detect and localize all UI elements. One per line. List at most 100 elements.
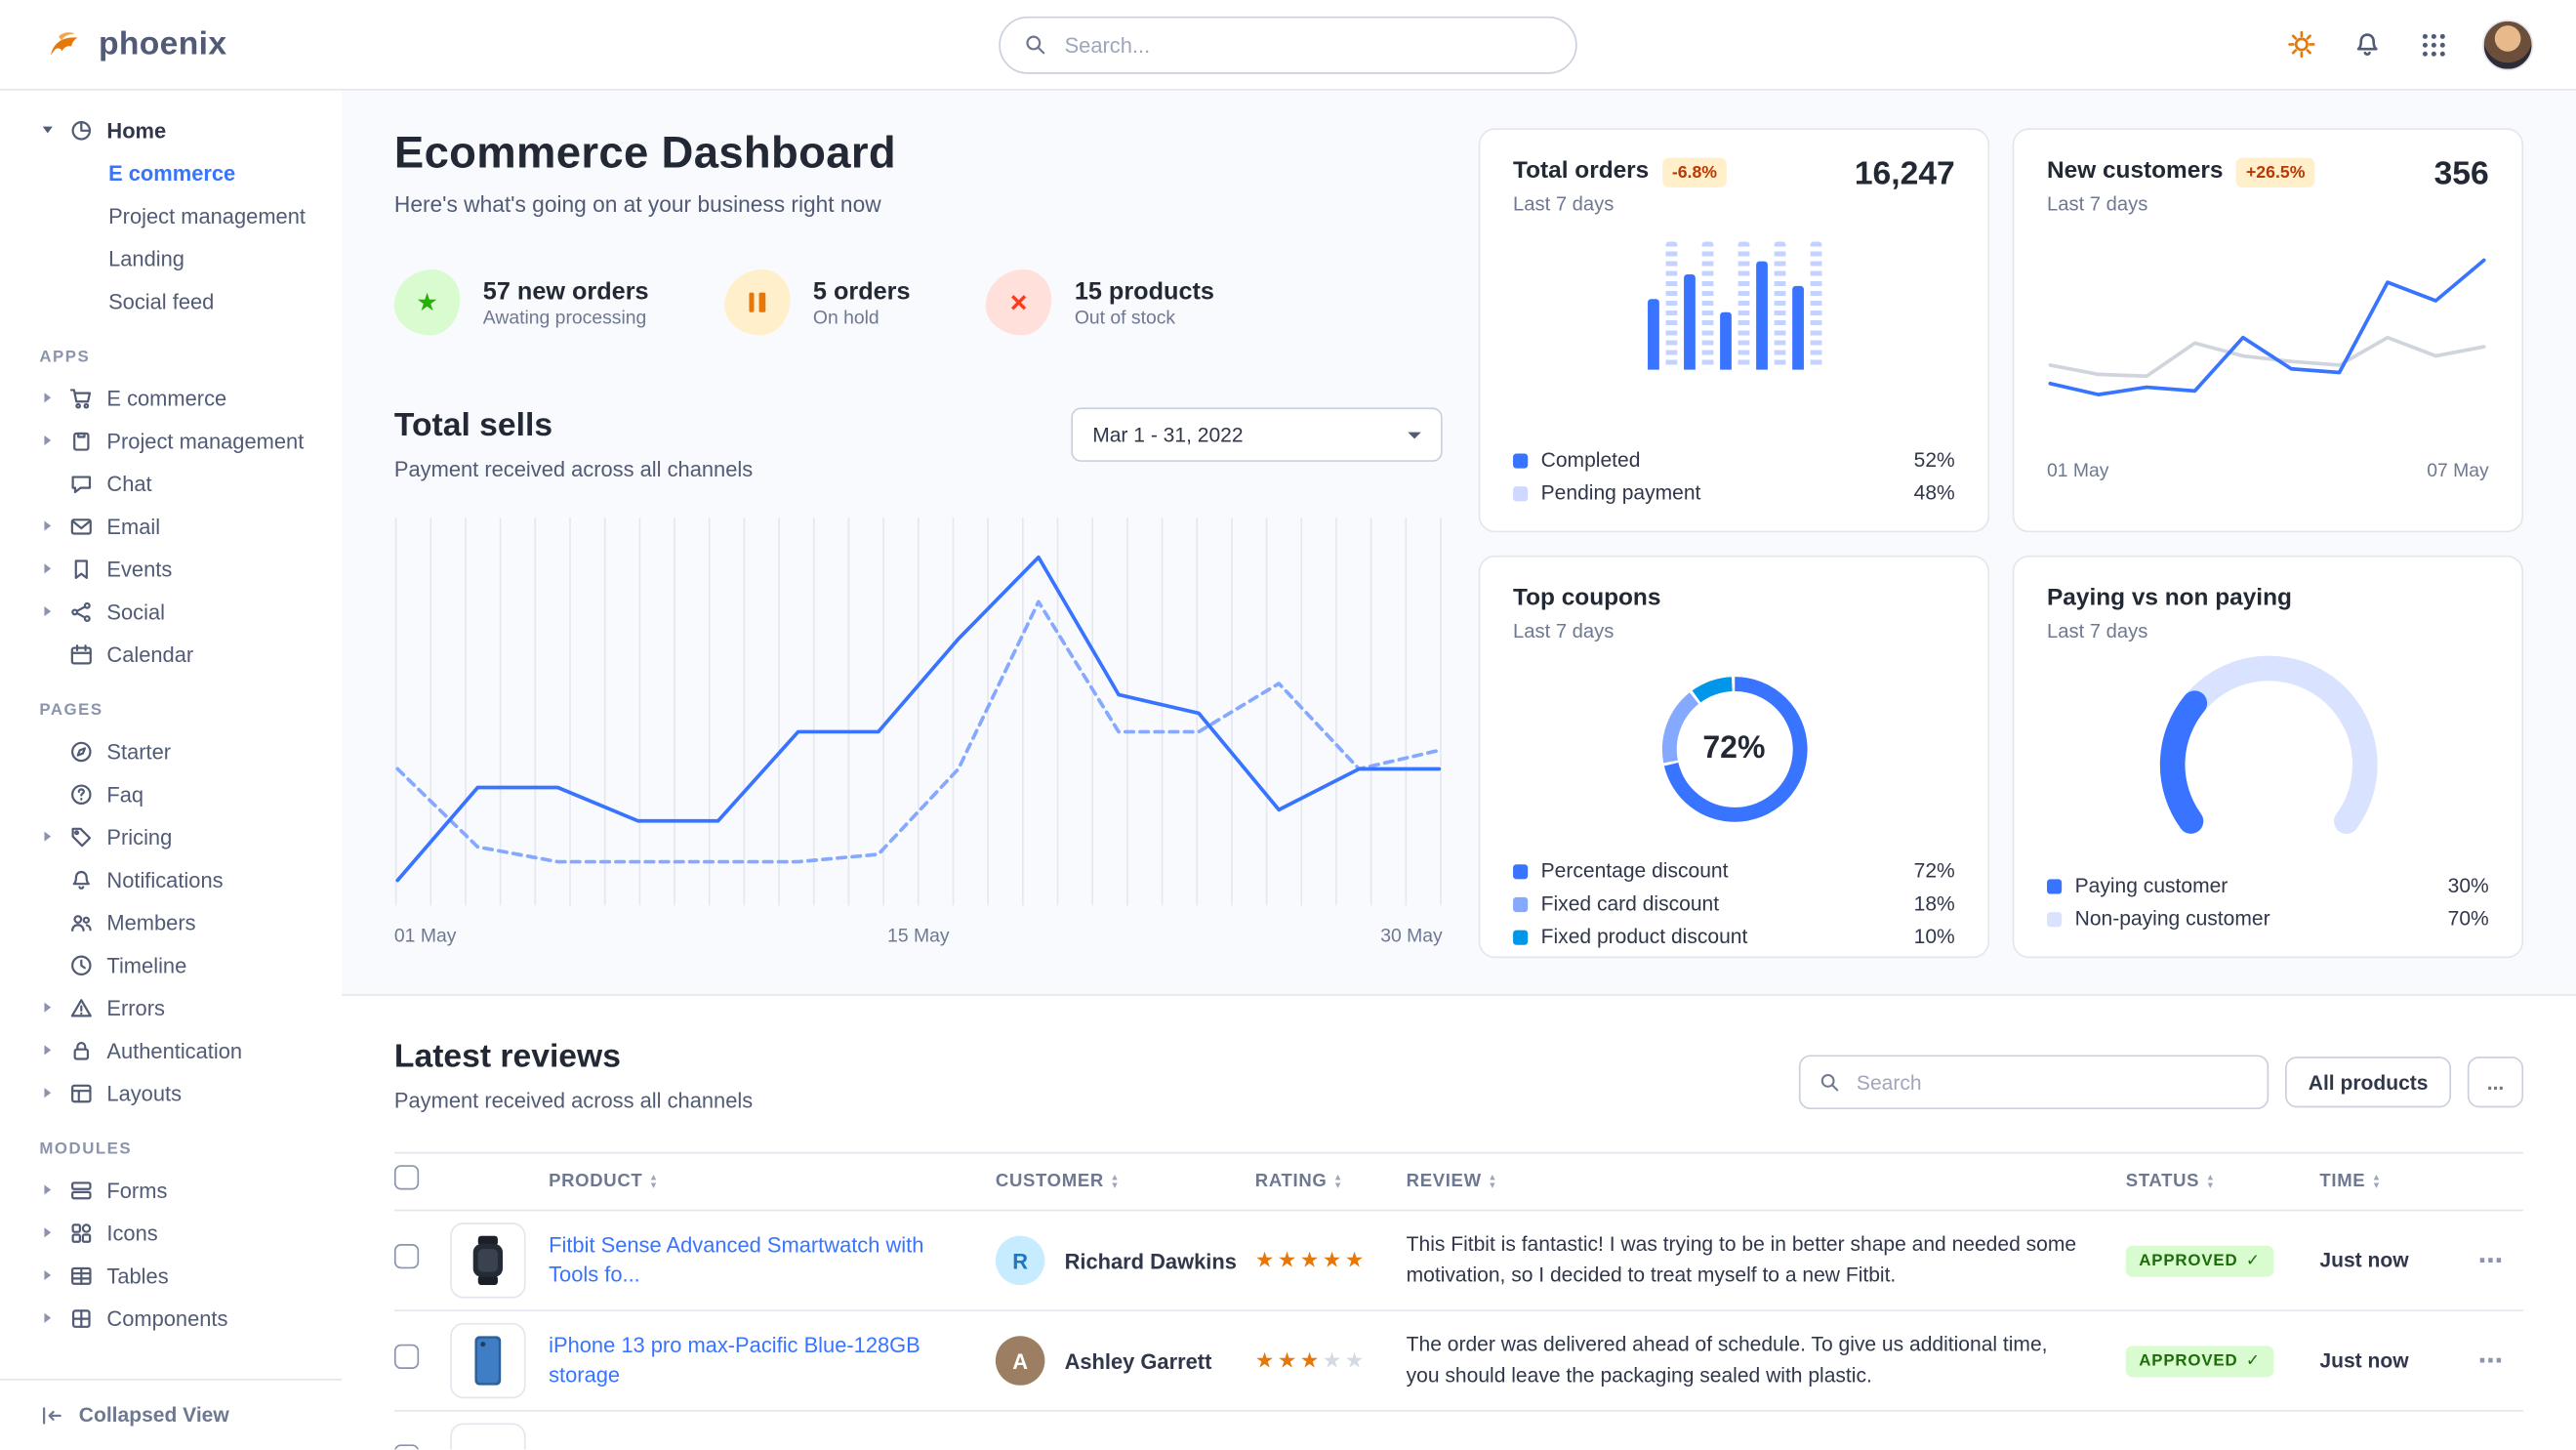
- stat-new-orders: ★ 57 new orders Awating processing: [393, 269, 649, 336]
- legend-completed: Completed 52%: [1513, 448, 1955, 472]
- bell-icon: [69, 867, 94, 891]
- reviews-search[interactable]: [1799, 1055, 2269, 1110]
- sidebar-item-pricing[interactable]: Pricing: [0, 815, 342, 858]
- reviews-more-button[interactable]: ...: [2467, 1056, 2524, 1108]
- col-customer[interactable]: CUSTOMER ▴ ▾: [995, 1171, 1119, 1192]
- sort-icon: ▴ ▾: [1112, 1171, 1119, 1192]
- row-more-button[interactable]: ⋯: [2477, 1347, 2504, 1376]
- sidebar-item-tables[interactable]: Tables: [0, 1254, 342, 1297]
- customer-cell: R Richard Dawkins: [995, 1235, 1255, 1286]
- chevron-right-icon: [39, 1227, 56, 1237]
- star-icon: ★: [1322, 1347, 1345, 1373]
- notifications-bell-icon[interactable]: [2351, 28, 2384, 62]
- sidebar-item-timeline[interactable]: Timeline: [0, 943, 342, 986]
- table-icon: [69, 1263, 94, 1287]
- star-icon: ★: [1277, 1247, 1300, 1272]
- col-review[interactable]: REVIEW ▴ ▾: [1406, 1171, 1496, 1192]
- collapse-view-toggle[interactable]: Collapsed View: [0, 1379, 343, 1449]
- legend-dot: [1513, 929, 1529, 944]
- bookmark-icon: [69, 557, 94, 581]
- sidebar-item-starter[interactable]: Starter: [0, 729, 342, 772]
- order-bar: [1809, 241, 1821, 370]
- customer-avatar: R: [995, 1235, 1045, 1286]
- global-search-input[interactable]: [1061, 30, 1553, 59]
- brand[interactable]: phoenix: [0, 23, 342, 66]
- sidebar-item-social[interactable]: Social: [0, 590, 342, 633]
- row-checkbox[interactable]: [393, 1344, 420, 1369]
- sidebar-item-icons[interactable]: Icons: [0, 1211, 342, 1254]
- legend-percentage-discount: Percentage discount 72%: [1513, 859, 1955, 883]
- sidebar-subitem-social-feed[interactable]: Social feed: [108, 288, 215, 313]
- new-customers-value: 356: [2433, 155, 2489, 192]
- star-icon: ★: [1277, 1347, 1300, 1373]
- row-checkbox[interactable]: [393, 1244, 420, 1269]
- sidebar-item-home[interactable]: Home: [0, 108, 342, 151]
- row-more-button[interactable]: ⋯: [2477, 1247, 2504, 1276]
- theme-toggle-sun-icon[interactable]: [2285, 28, 2318, 62]
- sidebar-subitem-project-management[interactable]: Project management: [108, 202, 306, 228]
- chevron-down-icon: [39, 127, 56, 134]
- latest-reviews-title: Latest reviews: [393, 1038, 621, 1075]
- calendar-icon: [69, 642, 94, 666]
- main-content: Ecommerce Dashboard Here's what's going …: [342, 88, 2576, 1450]
- sidebar-item-components[interactable]: Components: [0, 1297, 342, 1340]
- review-row-partial: [393, 1412, 2523, 1450]
- dashboard-top-section: Ecommerce Dashboard Here's what's going …: [342, 88, 2576, 995]
- search-icon: [1819, 1071, 1840, 1093]
- col-time[interactable]: TIME ▴ ▾: [2319, 1171, 2380, 1192]
- product-image-smartwatch[interactable]: [450, 1222, 526, 1299]
- sidebar-item-calendar[interactable]: Calendar: [0, 633, 342, 676]
- sidebar-item-events[interactable]: Events: [0, 547, 342, 590]
- page-subtitle: Here's what's going on at your business …: [393, 191, 881, 218]
- all-products-button[interactable]: All products: [2285, 1056, 2452, 1108]
- sidebar-subitem-ecommerce[interactable]: E commerce: [108, 160, 236, 186]
- order-bar: [1683, 273, 1696, 370]
- col-product[interactable]: PRODUCT ▴ ▾: [549, 1171, 657, 1192]
- sidebar-item-layouts[interactable]: Layouts: [0, 1071, 342, 1114]
- chevron-right-icon: [39, 1045, 56, 1055]
- product-image-iphone[interactable]: [450, 1322, 526, 1399]
- reviews-search-input[interactable]: [1853, 1068, 2250, 1096]
- date-range-select[interactable]: Mar 1 - 31, 2022: [1071, 407, 1443, 462]
- user-avatar[interactable]: [2482, 19, 2534, 70]
- donut-center-label: 72%: [1702, 730, 1766, 766]
- global-search[interactable]: [999, 15, 1577, 73]
- tag-icon: [69, 824, 94, 849]
- total-sells-x-labels: 01 May 15 May 30 May: [393, 927, 1443, 947]
- select-all-checkbox[interactable]: [393, 1165, 420, 1190]
- sidebar-item-notifications[interactable]: Notifications: [0, 858, 342, 901]
- product-image[interactable]: [450, 1423, 526, 1450]
- product-link[interactable]: iPhone 13 pro max-Pacific Blue-128GB sto…: [549, 1332, 920, 1388]
- sidebar-item-chat[interactable]: Chat: [0, 462, 342, 505]
- sidebar-section-apps: APPS: [39, 348, 91, 367]
- apps-grid-icon[interactable]: [2417, 28, 2450, 62]
- new-customers-card: New customers +26.5% Last 7 days 356 01 M…: [2012, 128, 2524, 533]
- col-status[interactable]: STATUS ▴ ▾: [2125, 1171, 2214, 1192]
- review-text: This Fitbit is fantastic! I was trying t…: [1406, 1231, 2077, 1287]
- sidebar-item-members[interactable]: Members: [0, 900, 342, 943]
- sidebar-item-ecommerce-app[interactable]: E commerce: [0, 376, 342, 419]
- sidebar-item-project-management-app[interactable]: Project management: [0, 419, 342, 462]
- sidebar-item-email[interactable]: Email: [0, 505, 342, 548]
- sort-icon: ▴ ▾: [1334, 1171, 1342, 1192]
- legend-pending: Pending payment 48%: [1513, 481, 1955, 505]
- product-link[interactable]: Fitbit Sense Advanced Smartwatch with To…: [549, 1231, 924, 1287]
- sidebar-item-faq[interactable]: Faq: [0, 772, 342, 815]
- sidebar-item-authentication[interactable]: Authentication: [0, 1029, 342, 1072]
- sidebar-item-forms[interactable]: Forms: [0, 1169, 342, 1212]
- latest-reviews-subtitle: Payment received across all channels: [393, 1088, 754, 1113]
- row-checkbox[interactable]: [393, 1444, 420, 1450]
- col-rating[interactable]: RATING ▴ ▾: [1254, 1171, 1342, 1192]
- brand-name: phoenix: [98, 25, 227, 62]
- sidebar-subitem-landing[interactable]: Landing: [108, 245, 184, 270]
- kpi-cards-grid: Total orders -6.8% Last 7 days 16,247 Com…: [1478, 128, 2524, 959]
- legend-dot: [1513, 452, 1529, 468]
- chevron-right-icon: [39, 1270, 56, 1280]
- legend-dot: [2047, 878, 2063, 893]
- new-customers-x-labels: 01 May 07 May: [2047, 461, 2489, 482]
- reviews-table-header: PRODUCT ▴ ▾ CUSTOMER ▴ ▾ RATING ▴ ▾ REVIEW ▴ ▾ S…: [393, 1153, 2524, 1212]
- order-bar: [1647, 299, 1658, 370]
- form-fields-icon: [69, 1178, 94, 1202]
- sidebar-item-errors[interactable]: Errors: [0, 986, 342, 1029]
- users-icon: [69, 910, 94, 934]
